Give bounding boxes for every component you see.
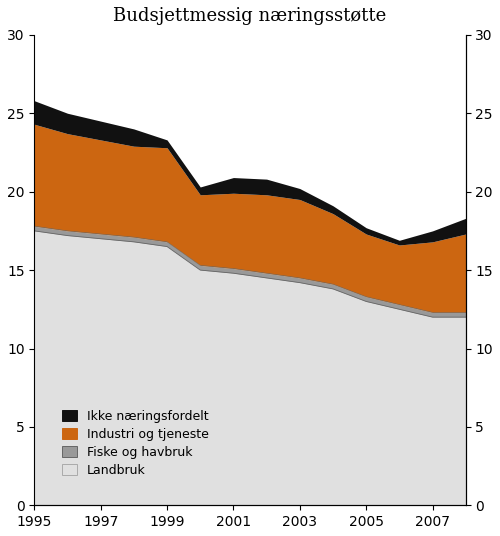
Legend: Ikke næringsfordelt, Industri og tjeneste, Fiske og havbruk, Landbruk: Ikke næringsfordelt, Industri og tjenest…	[58, 406, 212, 480]
Title: Budsjettmessig næringsstøtte: Budsjettmessig næringsstøtte	[114, 7, 386, 25]
